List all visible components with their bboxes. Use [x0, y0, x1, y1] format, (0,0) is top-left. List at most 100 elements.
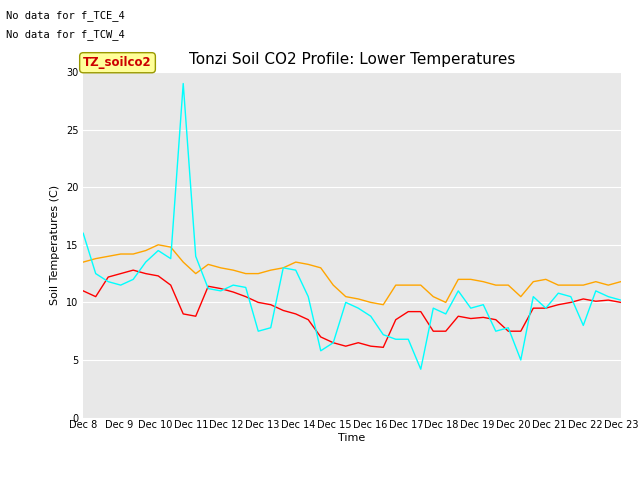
Open -8cm — [617, 300, 625, 305]
Tree -8cm — [305, 262, 312, 267]
Tree -8cm — [542, 276, 550, 282]
Tree2 -8cm — [192, 253, 200, 259]
Tree2 -8cm — [467, 305, 475, 311]
Tree -8cm — [92, 256, 100, 262]
Tree -8cm — [342, 294, 349, 300]
Open -8cm — [254, 300, 262, 305]
Open -8cm — [454, 313, 462, 319]
Open -8cm — [229, 289, 237, 295]
Open -8cm — [305, 317, 312, 323]
Tree -8cm — [454, 276, 462, 282]
Tree -8cm — [617, 279, 625, 285]
Tree -8cm — [317, 265, 324, 271]
Open -8cm — [242, 294, 250, 300]
Tree2 -8cm — [292, 267, 300, 273]
Tree -8cm — [429, 294, 437, 300]
Tree -8cm — [154, 242, 162, 248]
Open -8cm — [79, 288, 87, 294]
Text: TZ_soilco2: TZ_soilco2 — [83, 56, 152, 69]
Tree2 -8cm — [617, 297, 625, 303]
Tree -8cm — [79, 259, 87, 265]
Tree -8cm — [579, 282, 587, 288]
Tree -8cm — [417, 282, 424, 288]
Tree2 -8cm — [104, 279, 112, 285]
Tree -8cm — [355, 296, 362, 302]
Open -8cm — [380, 345, 387, 350]
Tree2 -8cm — [579, 323, 587, 328]
Tree2 -8cm — [479, 302, 487, 308]
Open -8cm — [179, 311, 187, 317]
Tree -8cm — [192, 271, 200, 276]
Tree -8cm — [492, 282, 500, 288]
Tree -8cm — [242, 271, 250, 276]
Tree -8cm — [504, 282, 512, 288]
Tree2 -8cm — [404, 336, 412, 342]
Tree -8cm — [592, 279, 600, 285]
Open -8cm — [529, 305, 537, 311]
Tree -8cm — [142, 248, 150, 253]
Tree -8cm — [554, 282, 562, 288]
Open -8cm — [479, 314, 487, 320]
Tree -8cm — [604, 282, 612, 288]
Tree -8cm — [104, 253, 112, 259]
Open -8cm — [317, 334, 324, 340]
Tree2 -8cm — [492, 328, 500, 334]
Tree2 -8cm — [167, 256, 175, 262]
Tree -8cm — [367, 300, 374, 305]
Open -8cm — [129, 267, 137, 273]
Tree -8cm — [479, 279, 487, 285]
Tree -8cm — [267, 267, 275, 273]
Open -8cm — [367, 343, 374, 349]
Tree2 -8cm — [342, 300, 349, 305]
Open -8cm — [392, 317, 399, 323]
Open -8cm — [267, 302, 275, 308]
Open -8cm — [567, 300, 575, 305]
Tree2 -8cm — [429, 305, 437, 311]
Tree2 -8cm — [417, 366, 424, 372]
Open -8cm — [429, 328, 437, 334]
Tree2 -8cm — [179, 81, 187, 86]
Tree -8cm — [280, 265, 287, 271]
Tree -8cm — [179, 259, 187, 265]
Tree2 -8cm — [330, 340, 337, 346]
Tree -8cm — [117, 251, 125, 257]
Line: Tree -8cm: Tree -8cm — [83, 245, 621, 305]
Tree -8cm — [217, 265, 225, 271]
Tree2 -8cm — [592, 288, 600, 294]
Open -8cm — [504, 328, 512, 334]
Tree2 -8cm — [154, 248, 162, 253]
Tree2 -8cm — [454, 288, 462, 294]
Tree -8cm — [442, 300, 450, 305]
Open -8cm — [280, 308, 287, 313]
Tree -8cm — [567, 282, 575, 288]
Tree2 -8cm — [267, 325, 275, 331]
Tree2 -8cm — [367, 313, 374, 319]
Tree2 -8cm — [204, 286, 212, 291]
Tree -8cm — [330, 282, 337, 288]
Open -8cm — [592, 299, 600, 304]
Tree2 -8cm — [392, 336, 399, 342]
Tree -8cm — [129, 251, 137, 257]
Tree2 -8cm — [92, 271, 100, 276]
Tree -8cm — [392, 282, 399, 288]
Open -8cm — [217, 286, 225, 291]
Open -8cm — [192, 313, 200, 319]
Text: No data for f_TCW_4: No data for f_TCW_4 — [6, 29, 125, 40]
Open -8cm — [404, 309, 412, 314]
Line: Tree2 -8cm: Tree2 -8cm — [83, 84, 621, 369]
Tree2 -8cm — [529, 294, 537, 300]
Open -8cm — [117, 271, 125, 276]
Tree -8cm — [529, 279, 537, 285]
Open -8cm — [167, 282, 175, 288]
Tree2 -8cm — [79, 230, 87, 236]
Tree -8cm — [517, 294, 525, 300]
Tree2 -8cm — [254, 328, 262, 334]
Tree2 -8cm — [305, 294, 312, 300]
Tree -8cm — [167, 244, 175, 250]
Open -8cm — [579, 296, 587, 302]
Tree -8cm — [204, 262, 212, 267]
Open -8cm — [104, 274, 112, 280]
Open -8cm — [554, 302, 562, 308]
Open -8cm — [142, 271, 150, 276]
Tree2 -8cm — [280, 265, 287, 271]
